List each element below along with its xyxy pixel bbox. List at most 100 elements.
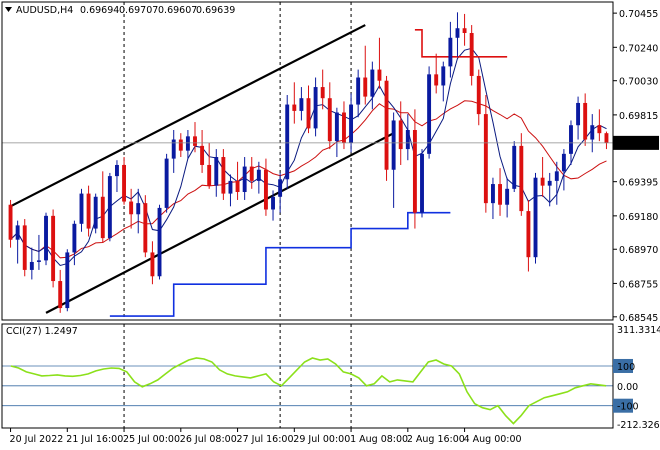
candle — [412, 109, 417, 229]
candle-body — [228, 180, 233, 194]
cci-pane — [2, 324, 613, 428]
candle-body — [561, 153, 566, 172]
candle — [377, 37, 382, 89]
candle-body — [79, 193, 84, 224]
time-tick-label: 25 Jul 00:00 — [123, 434, 180, 445]
candle-body — [398, 120, 403, 150]
candle — [178, 133, 183, 158]
candle — [604, 131, 609, 150]
candle-body — [476, 75, 481, 115]
candle-body — [327, 98, 332, 142]
cci-pane-frame — [1, 323, 614, 429]
candle — [207, 142, 212, 189]
candle — [427, 66, 432, 159]
time-tick-label: 26 Jul 08:00 — [180, 434, 237, 445]
candle — [193, 122, 197, 153]
candle — [512, 141, 517, 193]
candle — [256, 161, 261, 194]
candle — [150, 241, 155, 285]
candle — [469, 25, 474, 86]
candle — [263, 158, 268, 216]
candle-body — [100, 196, 105, 239]
candle — [597, 109, 602, 142]
candle-body — [533, 177, 538, 258]
chart-header-symbol: AUDUSD,H4 — [16, 5, 73, 16]
cci-tick-label: -212.3268 — [617, 420, 660, 431]
candle-body — [377, 69, 382, 81]
candle-body — [576, 102, 581, 126]
candle — [171, 129, 176, 173]
candle-body — [490, 184, 495, 204]
candle-body — [107, 176, 112, 239]
price-tick-label: 0.69395 — [619, 178, 658, 189]
candle — [320, 69, 325, 110]
cci-tick-label: -100 — [617, 402, 639, 413]
candle-body — [299, 98, 304, 111]
time-tick-label: 2 Aug 16:00 — [407, 434, 465, 445]
time-tick-label: 1 Aug 08:00 — [350, 434, 408, 445]
candle-body — [157, 207, 162, 277]
candle — [448, 21, 453, 78]
header-ohlc-value: 0.69639 — [196, 5, 235, 16]
candle-body — [292, 104, 297, 111]
candle — [306, 85, 311, 134]
candle — [327, 82, 332, 150]
candle-body — [427, 74, 432, 154]
candle — [58, 269, 63, 313]
candle — [526, 199, 531, 272]
candle-body — [370, 69, 375, 97]
candle-body — [526, 211, 531, 258]
candle-body — [590, 125, 595, 140]
candle-body — [278, 179, 283, 197]
cci-label: CCI(27) 1.2497 — [6, 326, 78, 337]
candle-body — [519, 145, 524, 212]
candle-body — [512, 145, 517, 189]
candle — [533, 172, 538, 264]
candle — [561, 149, 566, 191]
candle-body — [214, 157, 219, 186]
candle — [590, 114, 595, 153]
candle-body — [44, 215, 48, 261]
candle — [519, 133, 524, 216]
candle — [398, 101, 403, 165]
time-tick-label: 20 Jul 2022 — [10, 434, 64, 445]
candle-body — [412, 129, 417, 213]
candle-body — [164, 158, 169, 208]
stepped-resistance-line — [414, 29, 508, 58]
candle — [249, 157, 254, 189]
candle — [299, 87, 304, 121]
candle — [334, 107, 339, 158]
candle-body — [29, 261, 34, 270]
candle-body — [320, 87, 325, 99]
header-ohlc-value: 0.69707 — [119, 5, 158, 16]
candle-body — [235, 180, 240, 193]
cci-tick-label: 0.00 — [617, 382, 638, 393]
candle — [483, 95, 488, 213]
candle-body — [86, 193, 91, 229]
candle — [100, 171, 105, 243]
time-tick-label: 4 Aug 00:00 — [464, 434, 522, 445]
current-price-tag — [613, 135, 659, 150]
candle-body — [363, 77, 368, 97]
candle-body — [462, 28, 467, 34]
candle-body — [554, 171, 559, 181]
candle-body — [342, 112, 346, 143]
candle — [107, 172, 112, 242]
candle — [441, 61, 446, 102]
candle-body — [583, 102, 588, 140]
candle-body — [263, 169, 268, 210]
price-tick-label: 0.69815 — [619, 111, 658, 122]
candle — [349, 93, 354, 153]
candle-body — [420, 153, 424, 213]
candle — [228, 174, 233, 207]
cci-level-tag — [613, 358, 633, 373]
candle — [8, 199, 13, 248]
candle — [29, 247, 34, 280]
candle-body — [58, 281, 63, 309]
candle — [214, 149, 219, 197]
candle — [540, 157, 545, 197]
price-tick-label: 0.70455 — [619, 9, 658, 20]
candle-body — [505, 188, 510, 205]
candle — [490, 177, 495, 220]
